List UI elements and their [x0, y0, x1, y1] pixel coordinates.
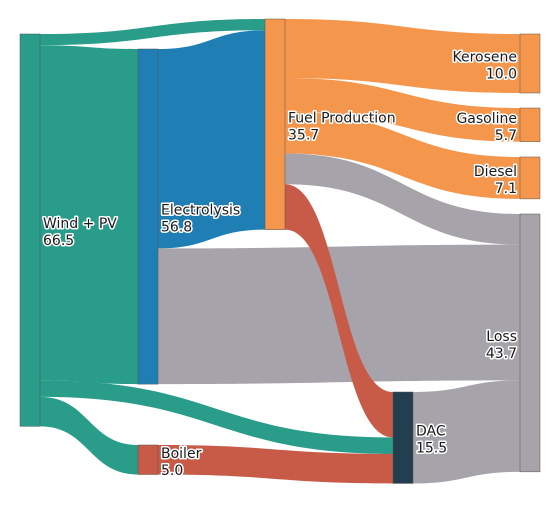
node-value-fuel-production: 35.7	[288, 127, 319, 143]
node-label-wind-pv: Wind + PV	[43, 216, 117, 232]
node-label-boiler: Boiler	[161, 446, 202, 462]
node-value-loss: 43.7	[486, 346, 517, 362]
node-boiler[interactable]	[138, 445, 158, 475]
node-value-electrolysis: 56.8	[161, 220, 192, 236]
node-kerosene[interactable]	[520, 34, 540, 93]
node-fuel-production[interactable]	[265, 19, 285, 230]
node-label-diesel: Diesel	[474, 164, 517, 180]
node-dac[interactable]	[393, 392, 413, 483]
node-label-dac: DAC	[416, 424, 446, 440]
node-diesel[interactable]	[520, 157, 540, 199]
node-value-kerosene: 10.0	[486, 67, 517, 83]
node-value-dac: 15.5	[416, 441, 447, 457]
flow-wind-pv-to-electrolysis	[40, 45, 138, 384]
node-loss[interactable]	[520, 214, 540, 472]
node-value-wind-pv: 66.5	[43, 233, 74, 249]
node-electrolysis[interactable]	[138, 49, 158, 384]
node-label-kerosene: Kerosene	[452, 50, 517, 66]
flow-wind-pv-to-boiler	[40, 397, 138, 475]
node-wind-pv[interactable]	[20, 34, 40, 426]
node-label-loss: Loss	[486, 329, 517, 345]
node-label-fuel-production: Fuel Production	[288, 110, 396, 126]
node-value-diesel: 7.1	[495, 181, 517, 197]
node-value-boiler: 5.0	[161, 463, 183, 479]
node-label-electrolysis: Electrolysis	[161, 203, 240, 219]
node-value-gasoline: 5.7	[495, 128, 517, 144]
node-label-gasoline: Gasoline	[456, 111, 517, 127]
node-gasoline[interactable]	[520, 108, 540, 142]
